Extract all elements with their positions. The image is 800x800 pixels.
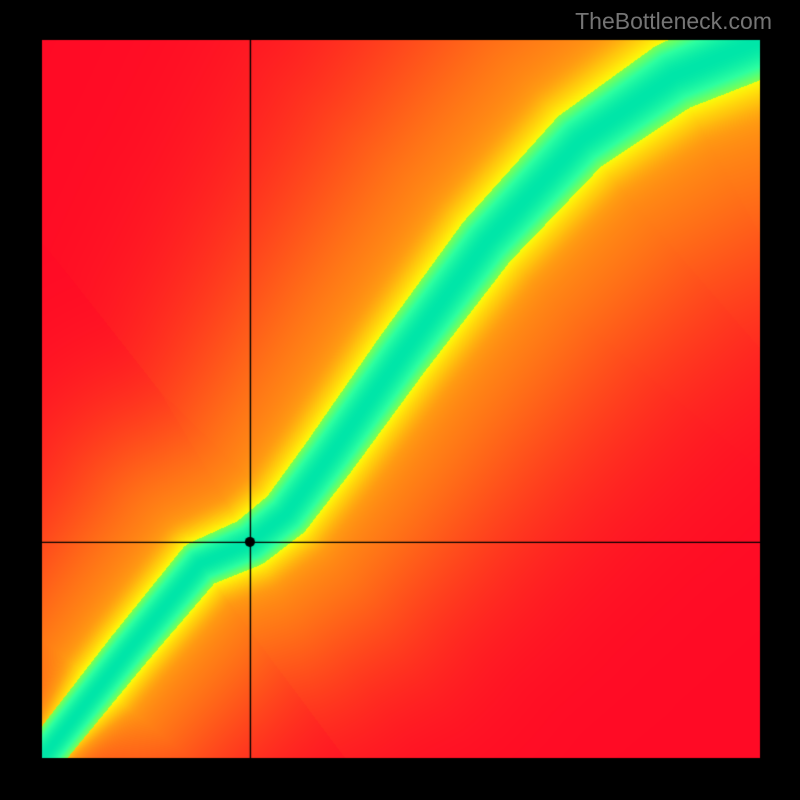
watermark-text: TheBottleneck.com (575, 8, 772, 35)
bottleneck-heatmap (0, 0, 800, 800)
